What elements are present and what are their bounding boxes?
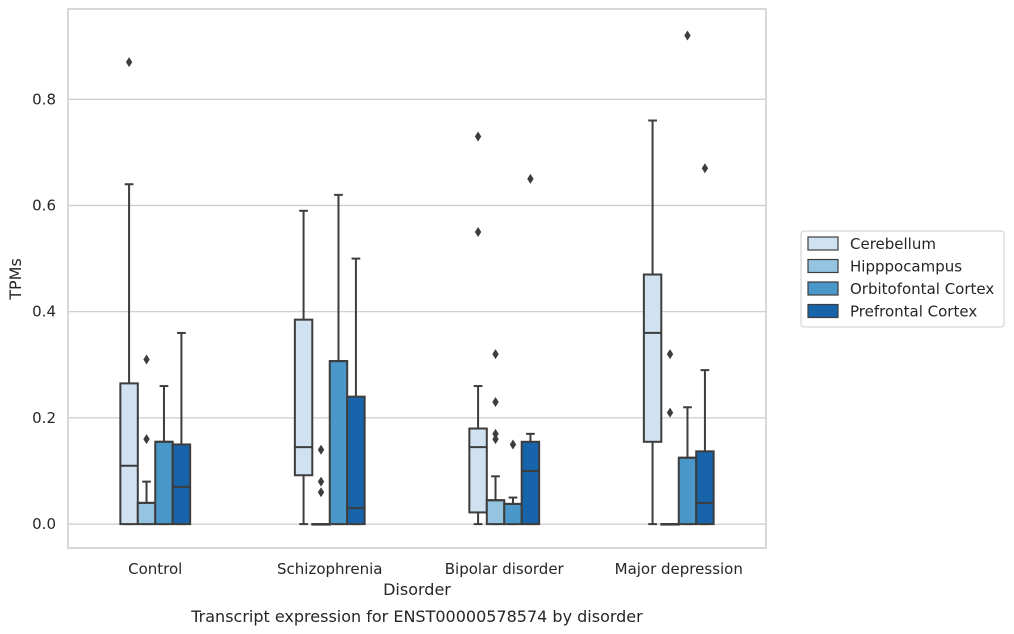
outlier-point — [474, 227, 482, 238]
legend-frame — [800, 230, 1005, 328]
outlier-point — [492, 428, 499, 439]
box — [520, 440, 541, 526]
box-group — [485, 349, 506, 526]
figure-caption: Transcript expression for ENST0000057857… — [190, 607, 643, 626]
y-tick-label: 0.2 — [32, 409, 56, 427]
box — [293, 318, 314, 477]
legend-swatch — [807, 281, 839, 296]
outlier-point — [492, 349, 499, 360]
box — [346, 395, 366, 526]
x-axis-label: Disorder — [383, 580, 451, 599]
box-group — [468, 131, 488, 526]
outlier-point — [684, 30, 691, 41]
legend-label: Prefrontal Cortex — [850, 303, 977, 321]
legend-swatch — [807, 303, 839, 319]
box — [328, 360, 349, 526]
box — [468, 427, 488, 514]
box — [154, 440, 174, 526]
legend: Cerebellum Hipppocampus Orbitofontal Corte… — [800, 230, 1005, 328]
box-group — [346, 257, 366, 526]
legend-swatch — [807, 258, 839, 274]
box-group — [119, 57, 139, 526]
x-tick-label: Schizophrenia — [277, 560, 382, 578]
box — [677, 456, 698, 526]
outlier-point — [509, 439, 517, 450]
x-tick-label: Bipolar disorder — [445, 560, 565, 578]
y-tick-label: 0.0 — [32, 515, 56, 533]
box-group — [311, 444, 331, 526]
box-group — [293, 209, 314, 526]
boxes — [119, 30, 715, 526]
y-tick-label: 0.4 — [32, 303, 56, 321]
legend-label: Cerebellum — [850, 235, 936, 253]
box-group — [660, 349, 680, 526]
legend-swatch — [807, 236, 839, 251]
outlier-point — [666, 407, 674, 418]
x-tick-label: Control — [128, 560, 182, 578]
box — [695, 450, 715, 526]
y-tick-label: 0.8 — [32, 90, 56, 108]
outlier-point — [143, 354, 150, 365]
box-group — [642, 119, 663, 526]
x-tick-label: Major depression — [615, 560, 743, 578]
outlier-point — [317, 476, 325, 487]
box-group — [520, 173, 541, 526]
outlier-point — [527, 173, 534, 184]
outlier-point — [474, 131, 482, 142]
x-tick-labels: Control Schizophrenia Bipolar disorder Majo… — [128, 560, 743, 578]
legend-label: Orbitofontal Cortex — [850, 280, 994, 298]
outlier-point — [666, 349, 674, 360]
outlier-point — [492, 396, 499, 407]
box — [136, 501, 157, 526]
box — [119, 382, 139, 526]
y-tick-label: 0.6 — [32, 196, 56, 214]
outlier-point — [125, 57, 133, 68]
legend-label: Hipppocampus — [850, 258, 962, 276]
outlier-point — [317, 444, 325, 455]
box-group — [171, 331, 192, 526]
y-tick-labels: 0.0 0.2 0.4 0.6 0.8 — [32, 90, 56, 533]
box — [642, 273, 663, 443]
box — [485, 499, 506, 526]
y-axis-label: TPMs — [6, 258, 25, 301]
box-group — [695, 163, 715, 526]
outlier-point — [492, 434, 499, 445]
box — [503, 502, 523, 526]
outlier-point — [701, 163, 709, 174]
outlier-point — [143, 434, 150, 445]
plot-frame — [67, 8, 767, 549]
outlier-point — [317, 487, 325, 498]
box — [171, 443, 192, 526]
